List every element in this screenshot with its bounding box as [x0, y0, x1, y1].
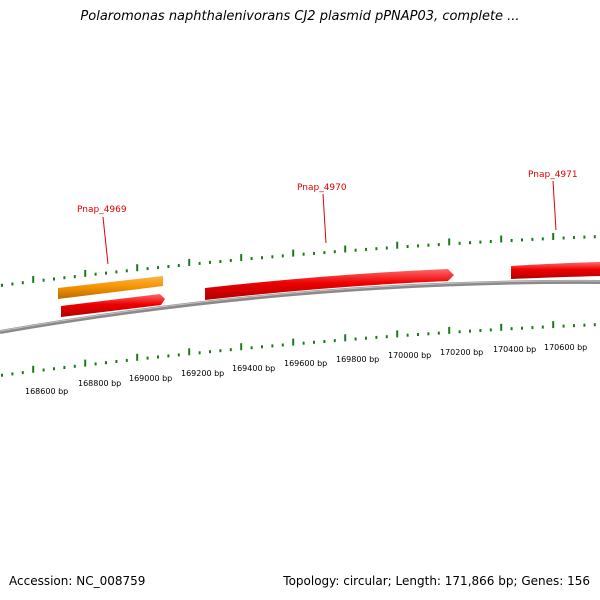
- scale-label: 169800 bp: [336, 355, 379, 364]
- gene-feature-orange[interactable]: [58, 276, 163, 299]
- inner-tick-ring: [1, 321, 596, 377]
- scale-label: 168600 bp: [25, 387, 68, 396]
- scale-label: 169200 bp: [181, 369, 224, 378]
- gene-feature-pnap-4970[interactable]: [205, 269, 454, 300]
- scale-label: 168800 bp: [78, 379, 121, 388]
- plasmid-backbone-highlight: [0, 280, 600, 332]
- scale-label: 170000 bp: [388, 351, 431, 360]
- gene-feature-pnap-4971[interactable]: [511, 262, 600, 279]
- callout-line-pnap-4969: [102, 216, 109, 265]
- callout-line-pnap-4971: [552, 180, 557, 231]
- scale-label: 169600 bp: [284, 359, 327, 368]
- accession-text: Accession: NC_008759: [9, 574, 146, 588]
- scale-label: 170200 bp: [440, 348, 483, 357]
- scale-label: 169400 bp: [232, 364, 275, 373]
- scale-label: 170400 bp: [493, 345, 536, 354]
- callout-line-pnap-4970: [322, 193, 327, 244]
- scale-label: 169000 bp: [129, 374, 172, 383]
- outer-tick-ring: [1, 233, 596, 287]
- plasmid-backbone: [0, 279, 600, 334]
- map-title: Polaromonas naphthalenivorans CJ2 plasmi…: [80, 9, 520, 24]
- genome-summary-text: Topology: circular; Length: 171,866 bp; …: [283, 574, 590, 588]
- scale-label: 170600 bp: [544, 343, 587, 352]
- gene-feature-pnap-4969[interactable]: [61, 294, 165, 317]
- gene-label-pnap-4969[interactable]: Pnap_4969: [77, 205, 127, 215]
- gene-label-pnap-4970[interactable]: Pnap_4970: [297, 183, 347, 193]
- gene-label-pnap-4971[interactable]: Pnap_4971: [528, 170, 578, 180]
